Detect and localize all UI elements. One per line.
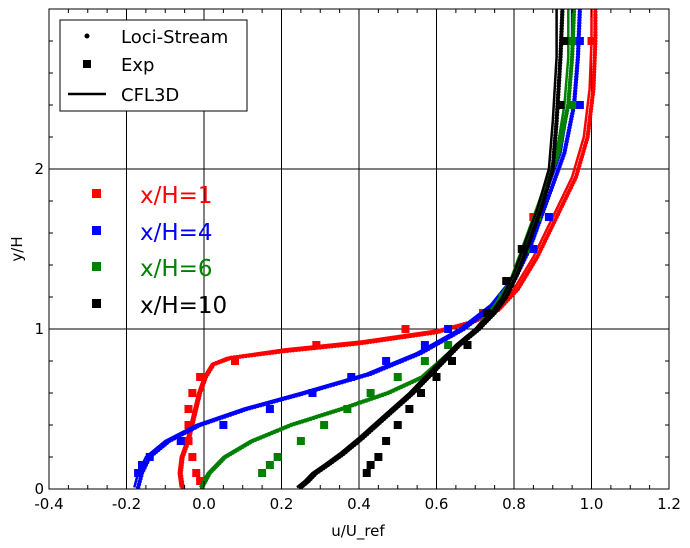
exp-point-x-h-4 [444,325,453,333]
exp-point-x-h-10 [448,357,456,365]
exp-point-x-h-6 [444,341,453,349]
exp-point-x-h-1 [231,357,239,365]
exp-point-x-h-1 [196,477,205,485]
annotations: x/H=1 x/H=4 x/H=6 x/H=10 [92,183,227,319]
exp-point-x-h-10 [556,101,565,109]
legend-box [59,19,248,112]
exp-point-x-h-1 [188,389,197,397]
exp-point-x-h-10 [382,437,391,445]
loci-stream-point-x-h-6 [571,9,577,12]
tick-labels: -0.4 -0.2 0.0 0.2 0.4 0.6 0.8 1.0 1.2 0 1 2 [34,160,681,513]
y-tick-label: 2 [34,160,44,178]
exp-point-x-h-4 [134,469,143,477]
plot-area [133,9,598,489]
cfl3d-line-x-h-10 [296,9,558,489]
exp-point-x-h-6 [258,469,267,477]
annotation-label-x-h-10: x/H=10 [140,293,227,319]
exp-point-x-h-4 [529,245,538,253]
exp-point-x-h-6 [265,461,274,469]
x-tick-label: 0.6 [425,495,449,513]
axis-ticks [48,8,670,490]
exp-point-x-h-6 [296,437,305,445]
exp-point-x-h-4 [544,213,553,221]
annotation-label-x-h-1: x/H=1 [140,183,213,209]
exp-point-x-h-6 [393,373,402,381]
x-tick-label: 1.0 [580,495,604,513]
legend-square-marker [83,60,91,68]
x-tick-label: -0.4 [34,495,63,513]
exp-point-x-h-10 [374,453,383,461]
exp-point-x-h-10 [502,277,511,285]
exp-point-x-h-4 [347,373,356,381]
legend-label-exp: Exp [121,55,154,76]
exp-point-x-h-4 [575,37,584,45]
y-tick-label: 1 [34,320,44,338]
x-tick-label: 1.2 [657,495,681,513]
exp-point-x-h-10 [517,245,526,253]
exp-point-x-h-6 [366,389,375,397]
exp-point-x-h-1 [184,437,193,445]
exp-point-x-h-10 [432,373,441,381]
exp-point-x-h-1 [188,453,197,461]
exp-point-x-h-1 [192,469,201,477]
exp-point-x-h-4 [176,437,185,445]
exp-point-x-h-6 [568,101,577,109]
annotation-marker-x-h-6 [92,262,101,271]
exp-point-x-h-6 [343,405,352,413]
x-tick-label: 0.4 [347,495,371,513]
exp-point-x-h-4 [382,357,391,365]
exp-point-x-h-10 [362,469,371,477]
loci-stream-point-x-h-4 [577,9,583,12]
x-axis-label: u/U_ref [331,522,385,541]
exp-point-x-h-4 [308,389,317,397]
exp-point-x-h-1 [401,325,410,333]
exp-point-x-h-6 [320,421,329,429]
y-axis-label: y/H [8,236,26,261]
exp-point-x-h-10 [366,461,375,469]
legend: Loci-Stream Exp CFL3D [59,19,248,112]
exp-point-x-h-4 [219,421,228,429]
annotation-marker-x-h-4 [92,226,101,235]
exp-point-x-h-10 [393,421,402,429]
x-tick-label: -0.2 [112,495,141,513]
exp-point-x-h-1 [184,421,193,429]
exp-point-x-h-10 [482,309,491,317]
exp-point-x-h-1 [312,341,321,349]
y-tick-label: 0 [34,480,44,498]
legend-label-cfl3d: CFL3D [121,85,179,106]
exp-point-x-h-4 [265,405,274,413]
legend-dot-marker [84,33,90,39]
annotation-marker-x-h-1 [92,189,101,198]
exp-point-x-h-4 [575,101,584,109]
legend-label-loci-stream: Loci-Stream [121,27,228,48]
loci-stream-point-x-h-1 [593,9,598,12]
exp-point-x-h-1 [587,37,596,45]
exp-point-x-h-4 [420,341,429,349]
annotation-label-x-h-6: x/H=6 [140,256,213,282]
exp-point-x-h-1 [184,405,193,413]
exp-point-x-h-10 [405,405,414,413]
exp-point-x-h-6 [568,37,577,45]
exp-point-x-h-10 [560,37,569,45]
exp-point-x-h-6 [420,357,429,365]
x-tick-label: 0.0 [192,495,216,513]
annotation-marker-x-h-10 [92,299,101,308]
exp-point-x-h-1 [196,373,205,381]
annotation-label-x-h-4: x/H=4 [140,220,213,246]
x-tick-label: 0.2 [270,495,294,513]
exp-point-x-h-4 [138,461,146,469]
series-group [133,9,598,489]
loci-stream-point-x-h-10 [560,9,565,12]
exp-point-x-h-10 [463,341,472,349]
exp-point-x-h-4 [145,453,154,461]
exp-point-x-h-10 [417,389,425,397]
x-tick-label: 0.8 [502,495,526,513]
exp-point-x-h-6 [273,453,282,461]
